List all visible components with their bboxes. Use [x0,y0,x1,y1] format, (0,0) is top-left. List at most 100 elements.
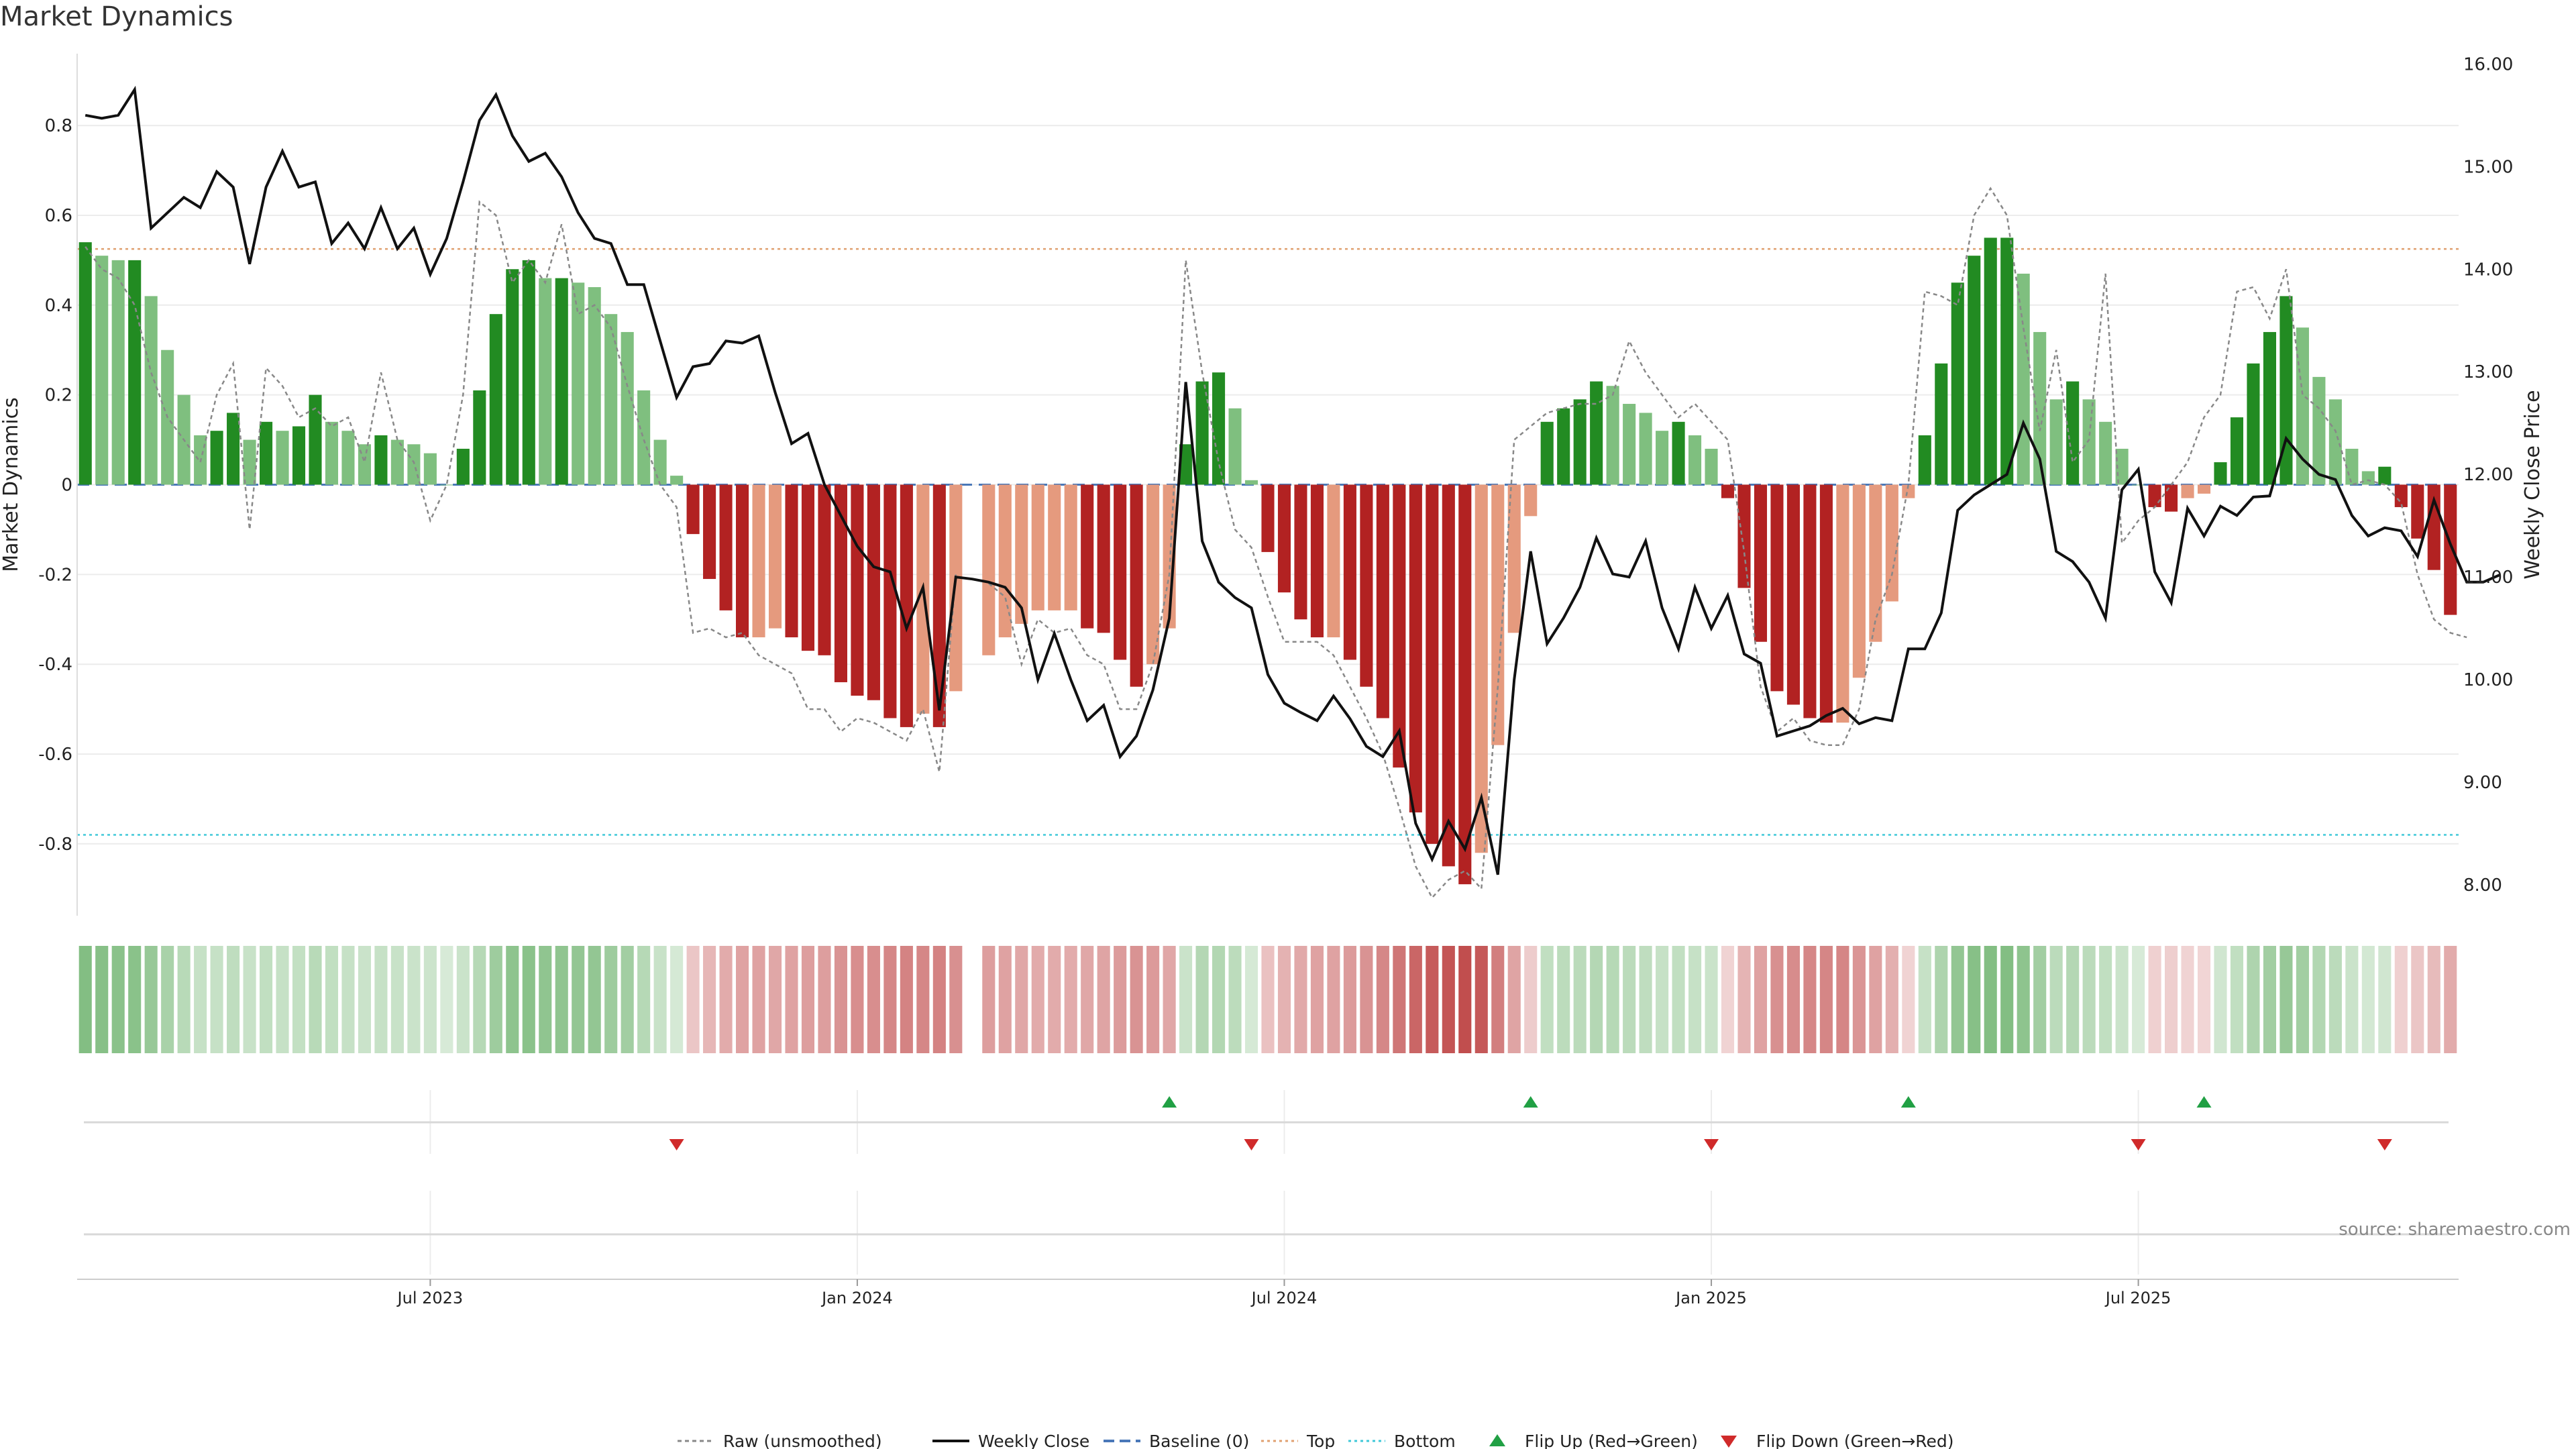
raw-unsmoothed-line [85,186,2467,900]
heat-cell [1343,946,1356,1053]
y-right-tick-label: 13.00 [2463,362,2513,382]
dynamics-bar [2378,466,2392,485]
dynamics-bar [390,439,404,485]
legend-label: Raw (unsmoothed) [723,1432,882,1449]
heat-cell [128,946,142,1053]
dynamics-bar [1984,237,1997,485]
heat-cell [1277,946,1291,1053]
dynamics-bar [144,296,158,485]
legend: Raw (unsmoothed) Weekly Close Baseline (0)… [678,1432,1954,1449]
heat-cell [2066,946,2080,1053]
heat-cell [1064,946,1077,1053]
heat-cell [2132,946,2145,1053]
dynamics-bar [2296,327,2309,485]
heat-cell [1935,946,1948,1053]
dynamics-bar [1902,484,1915,498]
heat-cell [2230,946,2244,1053]
heat-cell [292,946,306,1053]
dynamics-bar [2361,471,2375,485]
dynamics-bar [1968,256,1981,485]
dynamics-bar [1343,484,1356,660]
legend-label: Flip Down (Green→Red) [1756,1432,1954,1449]
flip-down-marker [669,1139,684,1150]
heat-cell [1146,946,1160,1053]
dynamics-bar [752,484,765,638]
heat-cell [1984,946,1997,1053]
heat-cell [637,946,651,1053]
dynamics-bar [1130,484,1143,687]
dynamics-bar [555,278,568,485]
heat-cell [2017,946,2030,1053]
heat-cell [982,946,996,1053]
heat-cell [1573,946,1587,1053]
heat-cell [1902,946,1915,1053]
dynamics-bar [1770,484,1784,692]
dynamics-bar [1228,408,1242,485]
heat-cell [1721,946,1735,1053]
heat-cell [916,946,930,1053]
heat-cell [1852,946,1866,1053]
dynamics-bar [2000,237,2014,485]
heat-cell [653,946,667,1053]
dynamics-bar [1294,484,1307,620]
heat-cell [998,946,1012,1053]
heat-cell [2427,946,2440,1053]
heat-cell [1442,946,1455,1053]
heat-cell [1491,946,1505,1053]
heat-cell [2247,946,2260,1053]
legend-label: Flip Up (Red→Green) [1525,1432,1698,1449]
heat-cell [2444,946,2457,1053]
flip-down-marker [2131,1139,2146,1150]
dynamics-bar [1705,448,1718,485]
heat-cell [1376,946,1389,1053]
y-right-tick-label: 9.00 [2463,773,2502,793]
heat-cell [2361,946,2375,1053]
dynamics-bar [358,444,371,485]
dynamics-bar [2033,331,2047,485]
flip-up-marker [1900,1096,1916,1108]
heat-cell [1705,946,1718,1053]
dynamics-bar [506,269,519,485]
dynamics-bar [1540,421,1554,485]
dynamics-bar [1064,484,1077,610]
dynamics-bar [1951,282,1964,485]
heat-cell [1294,946,1307,1053]
y-right-tick-label: 15.00 [2463,157,2513,177]
source-credit: source: sharemaestro.com [2339,1220,2571,1240]
heat-cell [2115,946,2129,1053]
heat-cell [325,946,339,1053]
x-tick-label: Jul 2023 [396,1289,464,1307]
heat-cell [440,946,453,1053]
dynamics-bar [1606,386,1619,485]
heat-cell [801,946,815,1053]
dynamics-bar [522,260,535,485]
heat-cell [555,946,568,1053]
dynamics-bar [2082,399,2096,485]
heat-cell [736,946,749,1053]
dynamics-bar [292,426,306,485]
dynamics-bar [916,484,930,714]
flip-up-marker [2196,1096,2212,1108]
dynamics-bar [1786,484,1800,705]
heat-cell [768,946,782,1053]
y-right-tick-label: 10.00 [2463,670,2513,690]
dynamics-bar [1623,404,1636,485]
y-right-tick-label: 12.00 [2463,465,2513,485]
dynamics-bars [78,237,2457,885]
dynamics-bar [2312,376,2326,485]
heat-cell [1869,946,1882,1053]
heat-cell [2082,946,2096,1053]
dynamics-bar [851,484,864,696]
y-axis-label: Market Dynamics [0,397,23,572]
legend-label: Top [1306,1432,1335,1449]
dynamics-bar [1573,399,1587,485]
dynamics-bar [637,390,651,485]
chart-title: Market Dynamics [0,1,233,32]
heat-cell [588,946,601,1053]
dynamics-bar [982,484,996,655]
dynamics-bar [686,484,700,535]
dynamics-bar [2148,484,2161,507]
dynamics-bar [1360,484,1373,687]
heat-cell [851,946,864,1053]
